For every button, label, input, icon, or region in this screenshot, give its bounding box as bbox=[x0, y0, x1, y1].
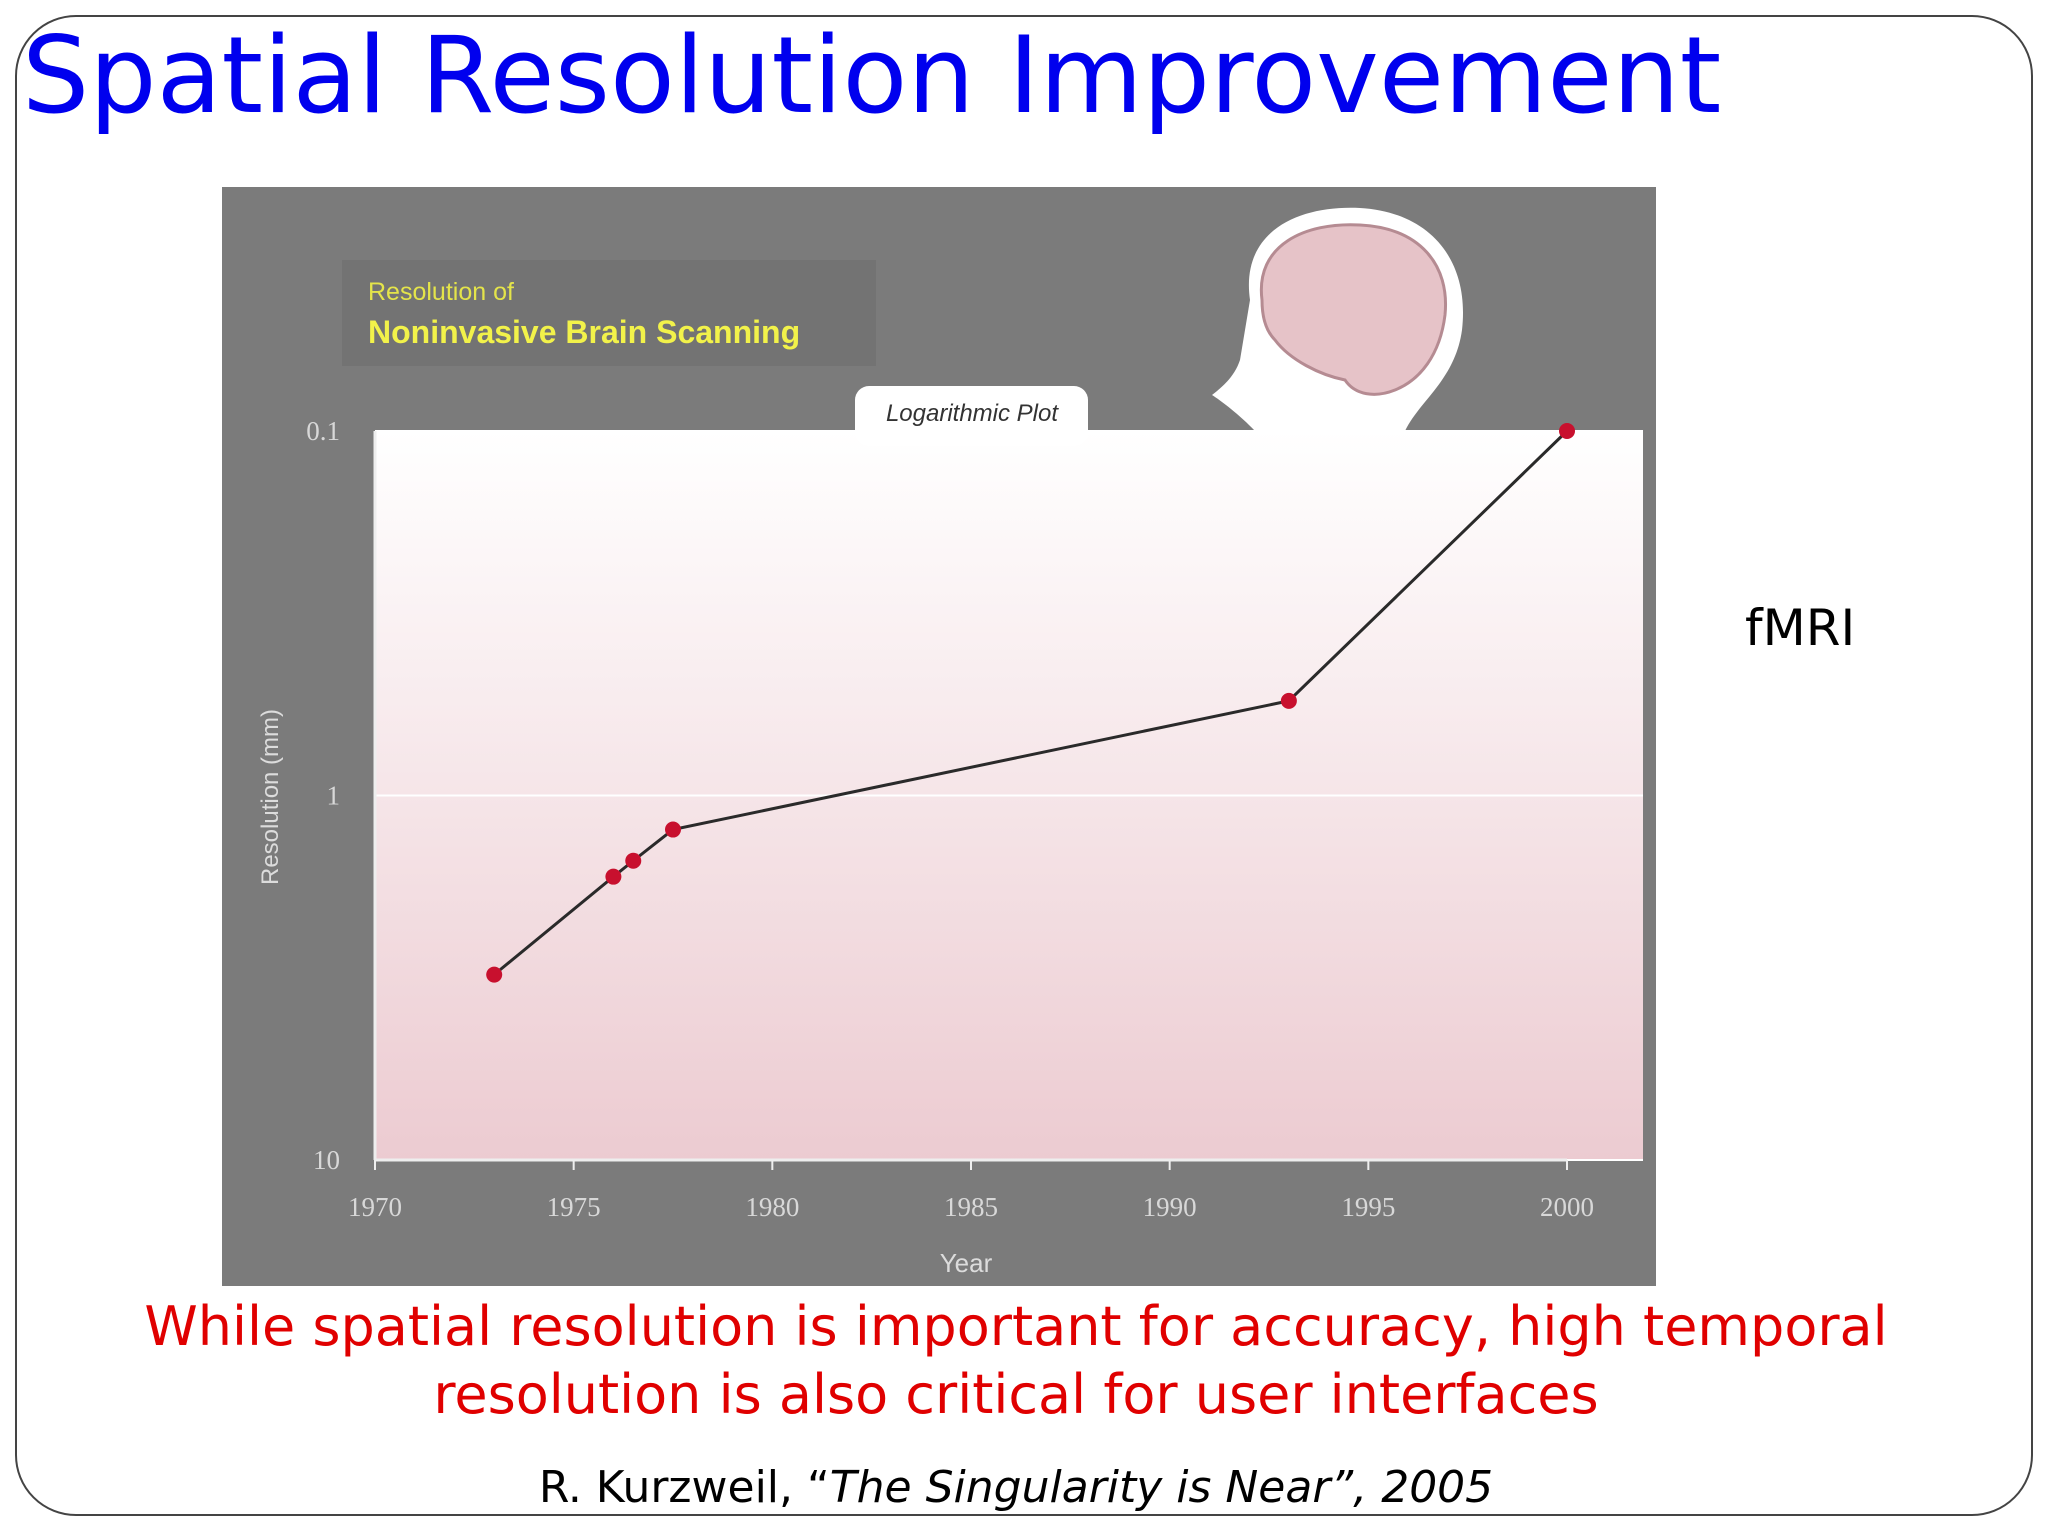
y-tick-label: 1 bbox=[327, 781, 341, 811]
data-line bbox=[493, 429, 1569, 976]
brain bbox=[1259, 223, 1448, 396]
x-tick-label: 2000 bbox=[1540, 1192, 1594, 1222]
data-point bbox=[1559, 423, 1575, 439]
citation-author: R. Kurzweil, “ bbox=[539, 1462, 830, 1513]
y-tick-label: 10 bbox=[313, 1145, 340, 1175]
citation-work: The Singularity is Near”, 2005 bbox=[830, 1462, 1493, 1513]
y-tick-label: 0.1 bbox=[306, 416, 340, 446]
data-point bbox=[665, 821, 681, 838]
chart-subtitle: Noninvasive Brain Scanning bbox=[368, 314, 800, 350]
caption-line: While spatial resolution is important fo… bbox=[144, 1295, 1887, 1358]
caption-line: resolution is also critical for user int… bbox=[433, 1363, 1598, 1426]
y-axis-label: Resolution (mm) bbox=[257, 709, 284, 885]
data-point bbox=[625, 852, 642, 869]
x-tick-label: 1980 bbox=[745, 1192, 799, 1222]
chart-title: Resolution of bbox=[368, 278, 514, 306]
data-point bbox=[605, 868, 622, 885]
x-tick-label: 1985 bbox=[944, 1192, 998, 1222]
x-axis-label: Year bbox=[940, 1248, 993, 1278]
data-point bbox=[1280, 692, 1297, 709]
x-tick-label: 1995 bbox=[1341, 1192, 1395, 1222]
chart-annotation: Logarithmic Plot bbox=[886, 400, 1059, 427]
data-point bbox=[486, 966, 503, 983]
x-tick-label: 1990 bbox=[1143, 1192, 1197, 1222]
title-box bbox=[342, 260, 876, 366]
fmri-label: fMRI bbox=[1745, 599, 1855, 657]
citation: R. Kurzweil, “The Singularity is Near”, … bbox=[539, 1462, 1493, 1513]
x-tick-label: 1970 bbox=[348, 1192, 402, 1222]
x-tick-label: 1975 bbox=[547, 1192, 601, 1222]
slide-title: Spatial Resolution Improvement bbox=[22, 14, 1721, 137]
brain-illustration bbox=[1212, 207, 1464, 431]
